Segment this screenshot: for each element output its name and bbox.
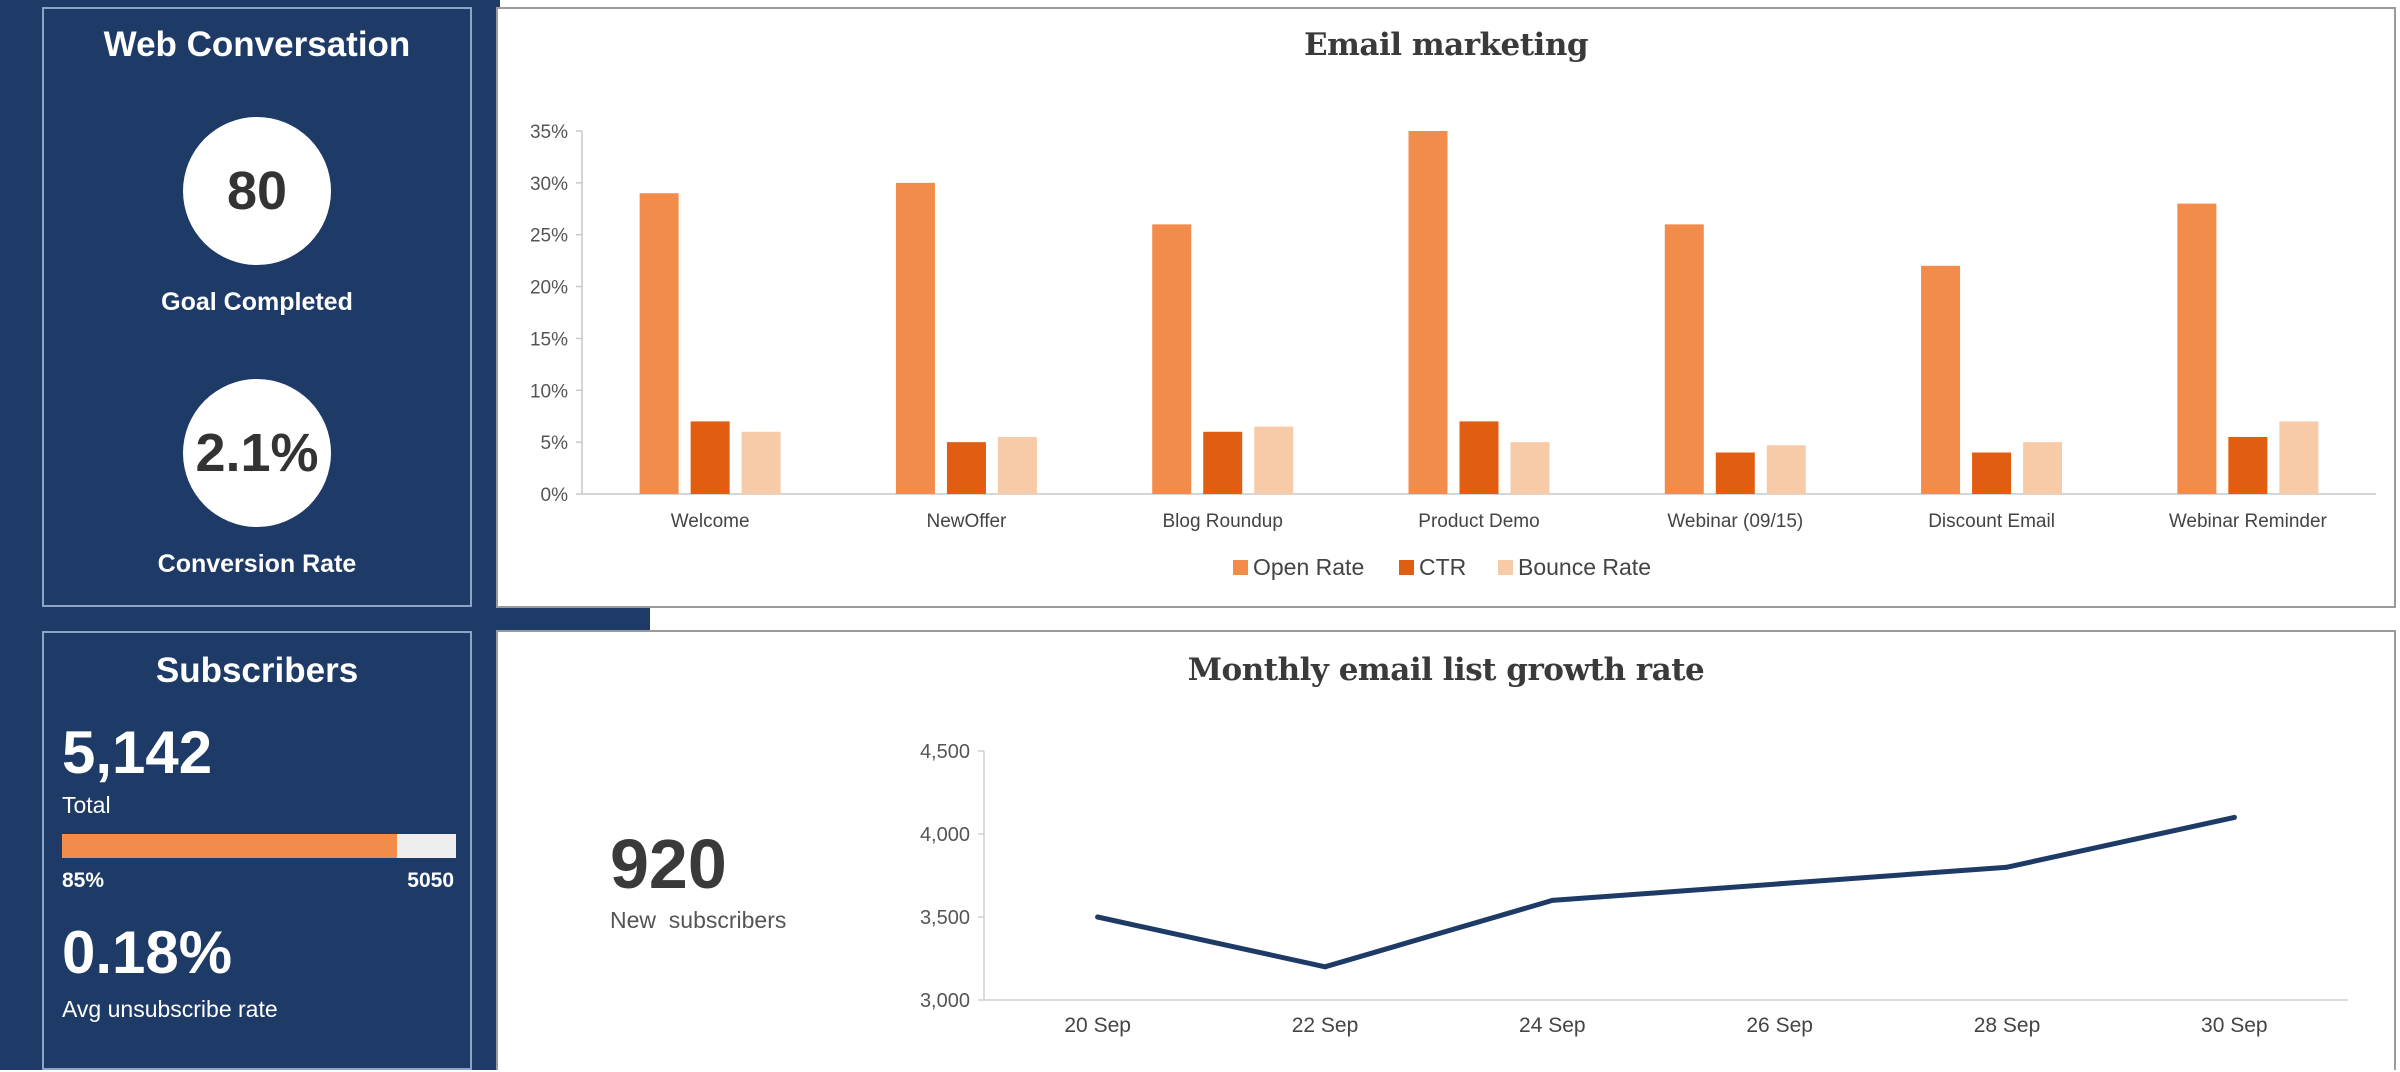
bar-open-rate <box>895 182 935 494</box>
email-marketing-title: Email marketing <box>1303 27 1589 63</box>
progress-target-label: 5050 <box>407 869 454 892</box>
goal-circle: 80 <box>183 117 331 265</box>
unsubscribe-rate-value: 0.18% <box>62 919 233 986</box>
subscribers-progress-fill <box>62 834 397 858</box>
web-conversation-panel: Web Conversation 80 Goal Completed 2.1% … <box>42 7 472 607</box>
legend-swatch <box>1233 560 1248 575</box>
legend-swatch <box>1498 560 1513 575</box>
conversion-value: 2.1% <box>195 423 319 483</box>
web-conversation-title: Web Conversation <box>103 25 411 64</box>
bar-open-rate <box>639 193 679 494</box>
bar-open-rate <box>1152 224 1192 495</box>
y-tick-label: 4,500 <box>920 741 970 763</box>
legend-label: CTR <box>1419 554 1466 580</box>
unsubscribe-rate-label: Avg unsubscribe rate <box>62 996 278 1022</box>
goal-value: 80 <box>226 161 288 221</box>
y-tick-label: 5% <box>541 433 569 454</box>
bar-ctr <box>1203 431 1243 494</box>
y-tick-label: 10% <box>530 381 568 402</box>
x-tick-label: 26 Sep <box>1746 1014 1813 1037</box>
subscribers-panel: Subscribers 5,142 Total 85% 5050 0.18% A… <box>42 631 472 1070</box>
email-marketing-panel: Email marketing 0% 5% 10% 15% 20% 25% 30% 35% We… <box>496 7 2396 608</box>
y-tick-label: 4,000 <box>920 824 970 846</box>
bar-open-rate <box>1921 265 1961 494</box>
growth-chart: 3,000 3,500 4,000 4,500 20 Sep 22 Sep 24 Sep 26… <box>920 741 2348 1037</box>
x-tick-label: 22 Sep <box>1292 1014 1359 1037</box>
growth-panel: Monthly email list growth rate 920 New s… <box>496 630 2396 1070</box>
conversion-circle: 2.1% <box>183 379 331 527</box>
legend-label: Open Rate <box>1253 554 1364 580</box>
x-tick-label: Webinar (09/15) <box>1667 511 1803 532</box>
growth-point <box>1095 914 1101 920</box>
bar-ctr <box>1715 452 1755 494</box>
conversion-label: Conversion Rate <box>157 550 357 578</box>
x-tick-label: Product Demo <box>1418 511 1539 532</box>
legend-label: Bounce Rate <box>1518 554 1651 580</box>
progress-percent-label: 85% <box>62 869 105 892</box>
subscribers-total-label: Total <box>62 792 111 818</box>
growth-point <box>1777 881 1783 887</box>
bar-bounce-rate <box>1766 445 1806 494</box>
bar-bounce-rate <box>1254 426 1294 494</box>
bar-ctr <box>2228 436 2268 494</box>
new-subscribers-label: New subscribers <box>610 907 787 933</box>
x-tick-label: Welcome <box>671 511 750 532</box>
bar-bounce-rate <box>741 431 781 494</box>
x-tick-label: Blog Roundup <box>1162 511 1282 532</box>
bar-bounce-rate <box>2023 442 2063 494</box>
x-tick-label: NewOffer <box>926 511 1007 532</box>
growth-point <box>1549 897 1555 903</box>
y-tick-label: 20% <box>530 278 568 299</box>
bar-ctr <box>1972 452 2012 494</box>
bar-open-rate <box>1664 224 1704 495</box>
x-tick-label: 30 Sep <box>2201 1014 2268 1037</box>
growth-point <box>2004 864 2010 870</box>
subscribers-total-value: 5,142 <box>62 719 213 786</box>
growth-series-line <box>1095 814 2237 970</box>
growth-title: Monthly email list growth rate <box>1187 652 1705 688</box>
bar-ctr <box>946 442 986 494</box>
email-marketing-chart: 0% 5% 10% 15% 20% 25% 30% 35% Welcome NewOffer Blo… <box>530 122 2376 580</box>
legend-swatch <box>1399 560 1414 575</box>
subscribers-progress-track <box>62 834 456 858</box>
bar-bounce-rate <box>1510 442 1550 494</box>
x-tick-label: 28 Sep <box>1974 1014 2041 1037</box>
subscribers-title: Subscribers <box>155 651 359 690</box>
goal-label: Goal Completed <box>161 288 353 316</box>
bar-open-rate <box>1408 131 1448 494</box>
y-tick-label: 30% <box>530 174 568 195</box>
bar-ctr <box>1459 421 1499 494</box>
x-tick-label: 24 Sep <box>1519 1014 1586 1037</box>
x-tick-label: Discount Email <box>1928 511 2055 532</box>
new-subscribers-value: 920 <box>610 825 727 903</box>
y-tick-label: 35% <box>530 122 568 143</box>
y-tick-label: 25% <box>530 226 568 247</box>
y-tick-label: 0% <box>541 485 569 506</box>
y-tick-label: 3,500 <box>920 907 970 929</box>
bar-bounce-rate <box>2279 421 2319 494</box>
y-tick-label: 3,000 <box>920 990 970 1012</box>
x-tick-label: Webinar Reminder <box>2169 511 2328 532</box>
x-tick-label: 20 Sep <box>1064 1014 1131 1037</box>
bar-ctr <box>690 421 730 494</box>
y-tick-label: 15% <box>530 329 568 350</box>
bar-open-rate <box>2177 203 2217 494</box>
growth-point <box>1322 964 1328 970</box>
bar-bounce-rate <box>997 436 1037 494</box>
growth-point <box>2231 814 2237 820</box>
